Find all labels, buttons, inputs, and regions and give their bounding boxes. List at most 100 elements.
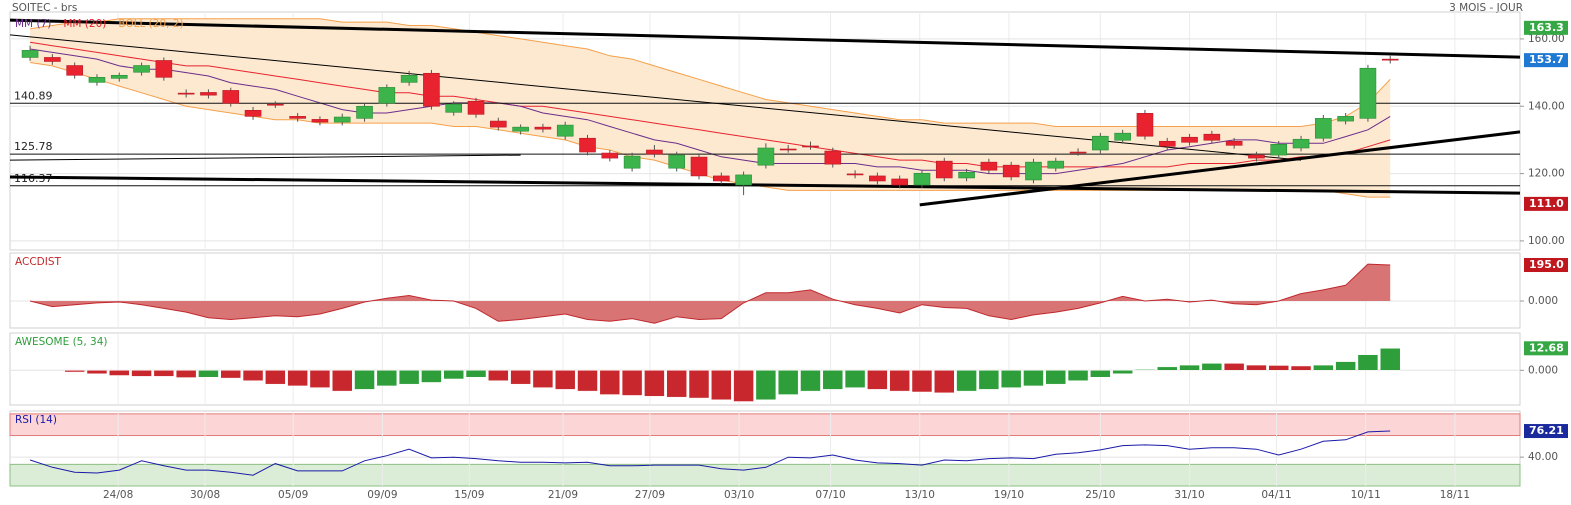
awesome-bar xyxy=(488,370,509,381)
awesome-bar xyxy=(153,370,175,377)
candle-body xyxy=(356,105,373,119)
candle-body xyxy=(289,116,306,119)
candle-body xyxy=(267,103,284,106)
candle-body xyxy=(757,147,775,166)
awesome-bar xyxy=(711,370,732,401)
candle-body xyxy=(958,171,975,179)
awesome-bar xyxy=(1223,363,1245,371)
x-tick-label: 21/09 xyxy=(548,489,578,501)
awesome-bar xyxy=(510,370,531,385)
candle-body xyxy=(400,74,418,83)
candle-body xyxy=(110,74,128,79)
level-label: 125.78 xyxy=(14,140,53,153)
awesome-bar xyxy=(1023,370,1044,387)
candle-body xyxy=(244,109,262,117)
candle-body xyxy=(44,57,61,62)
x-tick-label: 05/09 xyxy=(278,489,308,501)
value-box xyxy=(1524,258,1568,273)
awesome-bar xyxy=(599,370,621,395)
awesome-bar xyxy=(309,370,331,388)
candle-body xyxy=(1225,140,1243,146)
trend-line xyxy=(919,130,1521,207)
awesome-bar xyxy=(265,370,286,385)
awesome-bar xyxy=(465,370,487,378)
awesome-bar xyxy=(287,370,308,387)
awesome-bar xyxy=(800,370,821,392)
panel-title: ACCDIST xyxy=(15,256,62,268)
candle-body xyxy=(623,155,641,169)
value-box xyxy=(1524,20,1568,35)
candle-body xyxy=(133,65,150,73)
awesome-bar xyxy=(532,370,554,388)
rsi-zone xyxy=(9,413,1521,437)
value-box xyxy=(1524,53,1568,68)
candle-body xyxy=(1158,140,1176,147)
panel-title: RSI (14) xyxy=(15,414,57,426)
candle-body xyxy=(935,160,953,179)
x-tick-label: 04/11 xyxy=(1261,489,1291,501)
candle-body xyxy=(222,90,240,104)
candle-body xyxy=(1114,132,1131,141)
candle-body xyxy=(891,178,908,186)
y-tick-label: 120.00 xyxy=(1528,168,1565,180)
candle-body xyxy=(155,60,173,78)
x-tick-label: 10/11 xyxy=(1351,489,1381,501)
awesome-bar xyxy=(1045,370,1067,385)
awesome-bar xyxy=(822,370,844,390)
awesome-bar xyxy=(889,370,910,392)
awesome-bar xyxy=(733,370,754,402)
awesome-bar xyxy=(109,370,130,376)
candle-body xyxy=(1315,118,1332,139)
awesome-bar xyxy=(1335,361,1356,371)
panel-frame xyxy=(9,252,1521,329)
awesome-bar xyxy=(1134,369,1156,371)
candle-body xyxy=(980,161,998,171)
candle-body xyxy=(1025,161,1042,181)
awesome-bar xyxy=(1157,366,1178,371)
awesome-bar xyxy=(1379,348,1401,371)
awesome-bar xyxy=(644,370,665,397)
candle-body xyxy=(646,149,663,155)
accdist-area xyxy=(30,264,1391,324)
bollinger-band xyxy=(30,18,1391,198)
candle-body xyxy=(490,120,507,128)
period-label: 3 MOIS - JOUR xyxy=(1449,2,1523,14)
candle-body xyxy=(66,65,83,76)
candle-body xyxy=(1381,58,1399,61)
candle-body xyxy=(1359,67,1377,119)
y-tick-label: 140.00 xyxy=(1528,100,1565,112)
y-tick-label: 100.00 xyxy=(1528,235,1565,247)
awesome-bar xyxy=(1000,370,1022,388)
candle-body xyxy=(423,72,440,107)
candle-body xyxy=(1270,143,1288,156)
awesome-bar xyxy=(844,370,866,388)
panel-frame xyxy=(9,11,1521,251)
awesome-bar xyxy=(911,370,933,393)
awesome-bar xyxy=(978,370,1000,390)
candle-body xyxy=(690,156,708,177)
x-tick-label: 27/09 xyxy=(635,489,665,501)
candle-body xyxy=(467,100,485,115)
candle-body xyxy=(735,174,752,186)
candle-body xyxy=(913,172,931,186)
y-tick-label: 40.00 xyxy=(1528,451,1558,463)
candle-body xyxy=(1181,136,1198,143)
trend-line xyxy=(9,175,1521,195)
awesome-bar xyxy=(934,370,955,394)
legend-entry: BOLL (20, 2) xyxy=(118,18,183,30)
x-tick-label: 19/10 xyxy=(994,489,1024,501)
trend-line xyxy=(9,154,521,161)
candle-body xyxy=(712,175,730,182)
value-box-label: 163.3 xyxy=(1529,21,1564,34)
candle-body xyxy=(21,50,39,58)
awesome-bar xyxy=(443,370,464,380)
panel-title: AWESOME (5, 34) xyxy=(15,336,108,348)
y-tick-label: 160.00 xyxy=(1528,33,1565,45)
awesome-bar xyxy=(867,370,888,390)
candle-body xyxy=(824,150,842,165)
awesome-bar xyxy=(1246,364,1267,371)
awesome-bar xyxy=(421,370,442,383)
x-tick-label: 24/08 xyxy=(103,489,133,501)
x-tick-label: 31/10 xyxy=(1174,489,1204,501)
